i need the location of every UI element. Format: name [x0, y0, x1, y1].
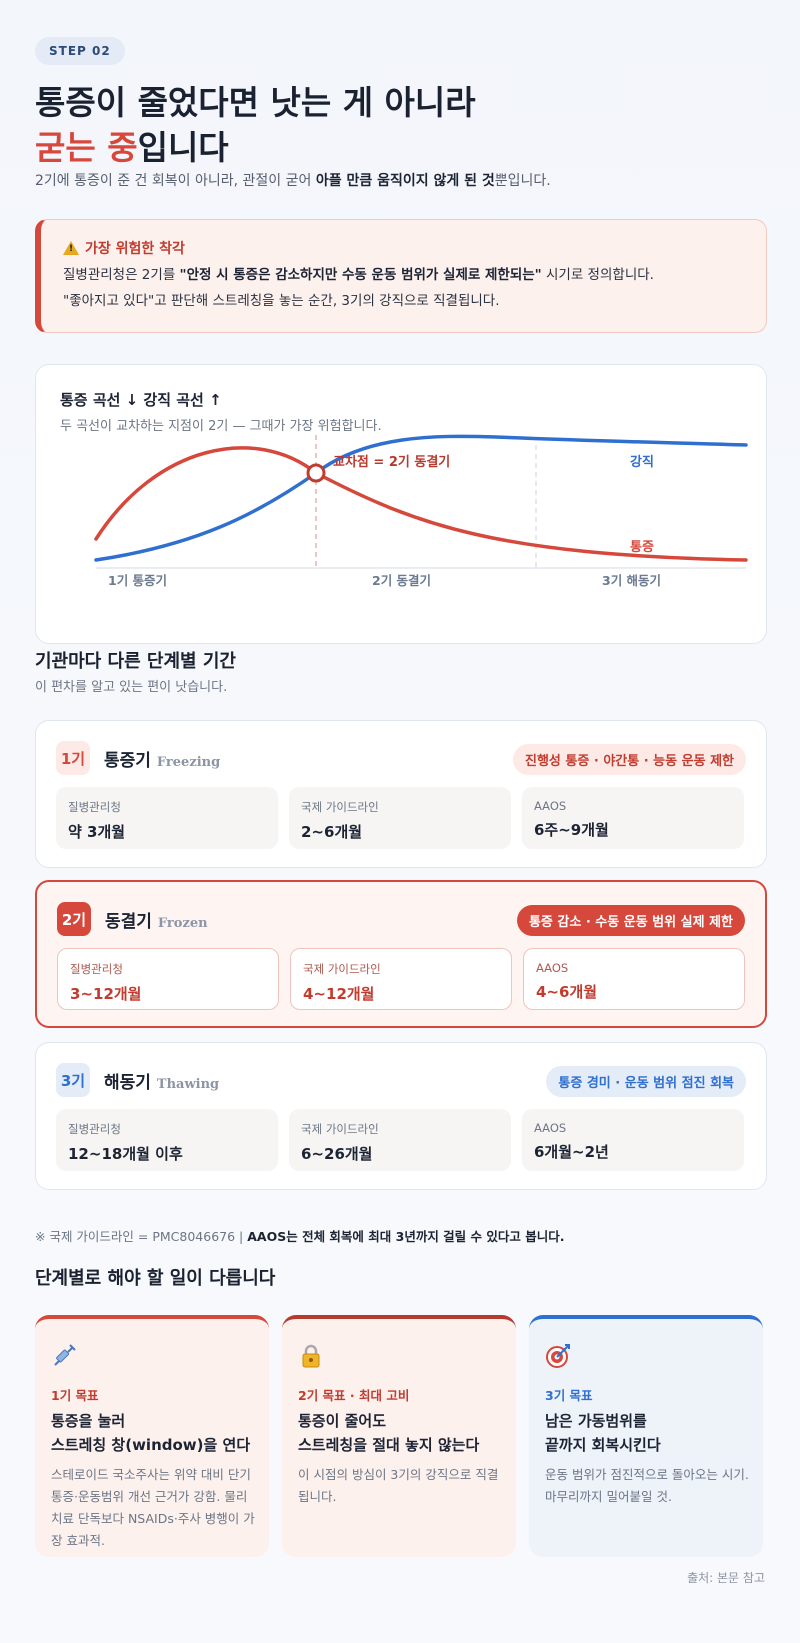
task-card-2: 2기 목표 · 최대 고비 통증이 줄어도 스트레칭을 절대 놓지 않는다 이 시…: [282, 1315, 516, 1557]
tasks-title: 단계별로 해야 할 일이 다릅니다: [35, 1268, 276, 1289]
target-icon: [545, 1343, 571, 1375]
period-box: 국제 가이드라인 6~26개월: [289, 1109, 511, 1171]
page-title: 통증이 줄었다면 낫는 게 아니라 굳는 중입니다: [35, 80, 476, 170]
stiffness-label: 강직: [630, 454, 654, 470]
period-box: 질병관리청 3~12개월: [57, 948, 279, 1010]
stage-card-2: 2기 동결기 Frozen 통증 감소 · 수동 운동 범위 실제 제한 질병관리…: [35, 880, 767, 1028]
stage-number-badge: 2기: [57, 902, 91, 936]
period-box: 국제 가이드라인 2~6개월: [289, 787, 511, 849]
task-card-1: 1기 목표 통증을 눌러 스트레칭 창(window)을 연다 스테로이드 국소주…: [35, 1315, 269, 1557]
footnote: ※ 국제 가이드라인 = PMC8046676 | AAOS는 전체 회복에 최…: [35, 1229, 565, 1244]
period-box: 국제 가이드라인 4~12개월: [290, 948, 512, 1010]
pain-label: 통증: [630, 540, 654, 555]
periods-subtitle: 이 편차를 알고 있는 편이 낫습니다.: [35, 680, 228, 695]
task-desc: 이 시점의 방심이 3기의 강직으로 직결됩니다.: [298, 1467, 499, 1504]
task-title: 남은 가동범위를 끝까지 회복시킨다: [545, 1412, 661, 1454]
period-box: AAOS 6주~9개월: [522, 787, 744, 849]
warning-body: 질병관리청은 2기를 "안정 시 통증은 감소하지만 수동 운동 범위가 실제로…: [63, 267, 654, 309]
stage-label-3: 3기 해동기: [602, 573, 661, 588]
task-title: 통증을 눌러 스트레칭 창(window)을 연다: [51, 1412, 251, 1454]
chart-subtitle: 두 곡선이 교차하는 지점이 2기 — 그때가 가장 위험합니다.: [60, 419, 382, 434]
title-line-1: 통증이 줄었다면 낫는 게 아니라: [35, 83, 476, 122]
stage-number-badge: 1기: [56, 741, 90, 775]
lead-text: 2기에 통증이 준 건 회복이 아니라, 관절이 굳어 아플 만큼 움직이지 않…: [35, 173, 551, 189]
task-desc: 운동 범위가 점진적으로 돌아오는 시기. 마무리까지 밀어붙일 것.: [545, 1467, 749, 1504]
lock-icon: [298, 1343, 324, 1375]
period-box: AAOS 4~6개월: [523, 948, 745, 1010]
period-box: 질병관리청 약 3개월: [56, 787, 278, 849]
warning-icon: !: [63, 241, 79, 255]
title-line-2-rest: 입니다: [137, 128, 229, 167]
task-kicker: 3기 목표: [545, 1388, 593, 1403]
source-note: 출처: 본문 참고: [687, 1571, 765, 1585]
stage-symptom-tag: 통증 경미 · 운동 범위 점진 회복: [546, 1066, 746, 1097]
stage-card-3: 3기 해동기 Thawing 통증 경미 · 운동 범위 점진 회복 질병관리청 1…: [35, 1042, 767, 1190]
period-box: 질병관리청 12~18개월 이후: [56, 1109, 278, 1171]
stiffness-curve: [94, 434, 748, 562]
task-desc: 스테로이드 국소주사는 위약 대비 단기 통증·운동범위 개선 근거가 강함. …: [51, 1467, 255, 1548]
syringe-icon: [51, 1343, 77, 1375]
step-badge: STEP 02: [35, 37, 125, 65]
curve-chart-card: 통증 곡선 ↓ 강직 곡선 ↑ 두 곡선이 교차하는 지점이 2기 — 그때가 …: [35, 364, 767, 644]
stage-name: 동결기 Frozen: [105, 912, 208, 932]
crossing-point: [306, 463, 326, 483]
periods-title: 기관마다 다른 단계별 기간: [35, 651, 236, 672]
chart-title: 통증 곡선 ↓ 강직 곡선 ↑: [60, 391, 222, 409]
stage-symptom-tag: 통증 감소 · 수동 운동 범위 실제 제한: [516, 905, 745, 936]
stage-card-1: 1기 통증기 Freezing 진행성 통증 · 야간통 · 능동 운동 제한 질…: [35, 720, 767, 868]
stage-name: 통증기 Freezing: [104, 751, 221, 771]
task-kicker: 1기 목표: [51, 1388, 99, 1403]
stage-symptom-tag: 진행성 통증 · 야간통 · 능동 운동 제한: [513, 744, 746, 775]
task-cards: 1기 목표 통증을 눌러 스트레칭 창(window)을 연다 스테로이드 국소주…: [35, 1315, 763, 1557]
task-title: 통증이 줄어도 스트레칭을 절대 놓지 않는다: [298, 1412, 480, 1454]
pain-curve: [94, 446, 748, 562]
warning-callout: ! 가장 위험한 착각 질병관리청은 2기를 "안정 시 통증은 감소하지만 수…: [35, 219, 767, 333]
period-box: AAOS 6개월~2년: [522, 1109, 744, 1171]
stage-label-1: 1기 통증기: [108, 573, 167, 588]
stage-label-2: 2기 동결기: [372, 573, 431, 588]
title-highlight: 굳는 중: [35, 128, 138, 167]
task-card-3: 3기 목표 남은 가동범위를 끝까지 회복시킨다 운동 범위가 점진적으로 돌아오…: [529, 1315, 763, 1557]
stage-number-badge: 3기: [56, 1063, 90, 1097]
task-kicker: 2기 목표 · 최대 고비: [298, 1388, 410, 1403]
warning-title: 가장 위험한 착각: [85, 241, 185, 257]
stage-name: 해동기 Thawing: [104, 1073, 220, 1093]
crossing-label: 교차점 = 2기 동결기: [333, 454, 450, 470]
curve-chart: 교차점 = 2기 동결기 강직 통증 1기 통증기 2기 동결기 3기 해동기: [94, 434, 748, 588]
